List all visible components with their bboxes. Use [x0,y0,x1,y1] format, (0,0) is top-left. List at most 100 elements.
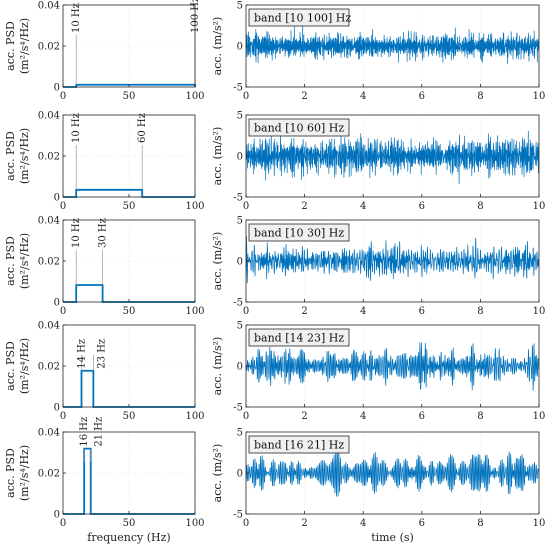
time-xtick-label: 6 [419,91,425,102]
band-label-box [248,328,350,347]
time-xtick-label: 2 [301,411,307,422]
psd-ylabel: acc. PSD [4,448,17,498]
time-xtick-label: 6 [419,201,425,212]
time-xtick-label: 8 [477,201,483,212]
psd-ylabel-units: (m²/s⁴/Hz) [18,338,31,394]
psd-xtick-label: 50 [123,518,136,529]
band-label: band [10 100] Hz [254,12,351,25]
time-xtick-label: 0 [243,411,249,422]
time-xtick-label: 8 [477,518,483,529]
psd-ytick-label: 0.04 [38,321,60,332]
psd-xtick-label: 50 [123,201,136,212]
psd-annotation-label: 30 Hz [98,218,109,248]
psd-annotation-label: 10 Hz [71,3,82,33]
psd-ylabel-units: (m²/s⁴/Hz) [18,233,31,289]
psd-ytick-label: 0.02 [38,152,60,163]
time-ytick-label: 0 [237,362,243,373]
time-xtick-label: 2 [301,201,307,212]
time-ytick-label: 5 [237,428,243,439]
psd-xtick-label: 100 [185,201,204,212]
band-label: band [14 23] Hz [254,332,344,345]
psd-ytick-label: 0 [54,510,60,521]
time-ylabel: acc. (m/s²) [211,232,224,291]
time-signal [245,236,540,284]
time-signal [245,130,540,184]
psd-plot-2: 10 Hz 60 Hz 0 50 100 0 0.02 0.04 acc. PSD (m²/s⁴/… [4,111,205,213]
psd-ytick-label: 0 [54,403,60,414]
time-ytick-label: 5 [237,1,243,12]
psd-xtick-label: 100 [185,306,204,317]
time-xtick-label: 0 [243,518,249,529]
band-label-box [248,8,350,27]
psd-xtick-label: 0 [60,518,66,529]
psd-annotation-label: 14 Hz [76,339,87,369]
band-label-box [248,223,350,242]
psd-ytick-label: 0 [54,193,60,204]
time-ytick-label: 5 [237,111,243,122]
psd-ytick-label: 0 [54,298,60,309]
time-ylabel: acc. (m/s²) [211,127,224,186]
psd-ylabel-units: (m²/s⁴/Hz) [18,128,31,184]
psd-xtick-label: 0 [60,201,66,212]
psd-ytick-label: 0.04 [38,216,60,227]
band-label: band [10 30] Hz [254,227,344,240]
time-ytick-label: -5 [233,83,243,94]
time-ytick-label: -5 [233,298,243,309]
psd-xtick-label: 0 [60,411,66,422]
psd-ytick-label: 0 [54,83,60,94]
time-xtick-label: 6 [419,518,425,529]
psd-ylabel: acc. PSD [4,236,17,286]
time-ytick-label: 0 [237,152,243,163]
band-label: band [16 21] Hz [254,439,344,452]
time-xtick-label: 10 [533,306,546,317]
time-xtick-label: 0 [243,306,249,317]
time-ytick-label: 0 [237,42,243,53]
psd-plot-4: 14 Hz 23 Hz 0 50 100 0 0.02 0.04 acc. PSD (m²/s⁴/… [4,321,205,423]
psd-xlabel: frequency (Hz) [87,531,170,544]
psd-xtick-label: 50 [123,91,136,102]
time-ytick-label: 5 [237,321,243,332]
psd-ytick-label: 0.04 [38,1,60,12]
time-ylabel: acc. (m/s²) [211,337,224,396]
psd-xtick-label: 50 [123,411,136,422]
time-ytick-label: -5 [233,403,243,414]
psd-ylabel: acc. PSD [4,131,17,181]
time-signal [245,24,540,65]
psd-xtick-label: 50 [123,306,136,317]
psd-annotation-label: 60 Hz [137,113,148,143]
psd-plot-3: 10 Hz 30 Hz 0 50 100 0 0.02 0.04 acc. PSD (m²/s⁴/… [4,216,205,318]
time-ytick-label: -5 [233,510,243,521]
time-xlabel: time (s) [371,531,414,544]
psd-ylabel-units: (m²/s⁴/Hz) [18,18,31,74]
psd-ylabel: acc. PSD [4,341,17,391]
time-xtick-label: 10 [533,201,546,212]
time-ytick-label: 0 [237,469,243,480]
psd-xtick-label: 100 [185,91,204,102]
time-xtick-label: 8 [477,91,483,102]
time-xtick-label: 4 [360,518,366,529]
psd-plot-1: 10 Hz 100 Hz 0 50 100 0 0.02 0.04 acc. PSD (m²/s⁴… [4,0,205,102]
time-xtick-label: 10 [533,518,546,529]
psd-ylabel-units: (m²/s⁴/Hz) [18,445,31,501]
psd-ytick-label: 0.02 [38,469,60,480]
psd-annotation-label: 23 Hz [96,339,107,369]
time-xtick-label: 4 [360,306,366,317]
band-label: band [10 60] Hz [254,122,344,135]
psd-ytick-label: 0.02 [38,362,60,373]
psd-xtick-label: 0 [60,306,66,317]
time-xtick-label: 4 [360,91,366,102]
time-xtick-label: 8 [477,306,483,317]
time-xtick-label: 4 [360,411,366,422]
time-ytick-label: 5 [237,216,243,227]
band-label-box [248,435,350,454]
psd-ytick-label: 0.04 [38,111,60,122]
psd-annotation-label: 10 Hz [71,113,82,143]
time-signal [245,448,540,497]
psd-ylabel: acc. PSD [4,21,17,71]
psd-xtick-label: 100 [185,411,204,422]
time-xtick-label: 6 [419,411,425,422]
